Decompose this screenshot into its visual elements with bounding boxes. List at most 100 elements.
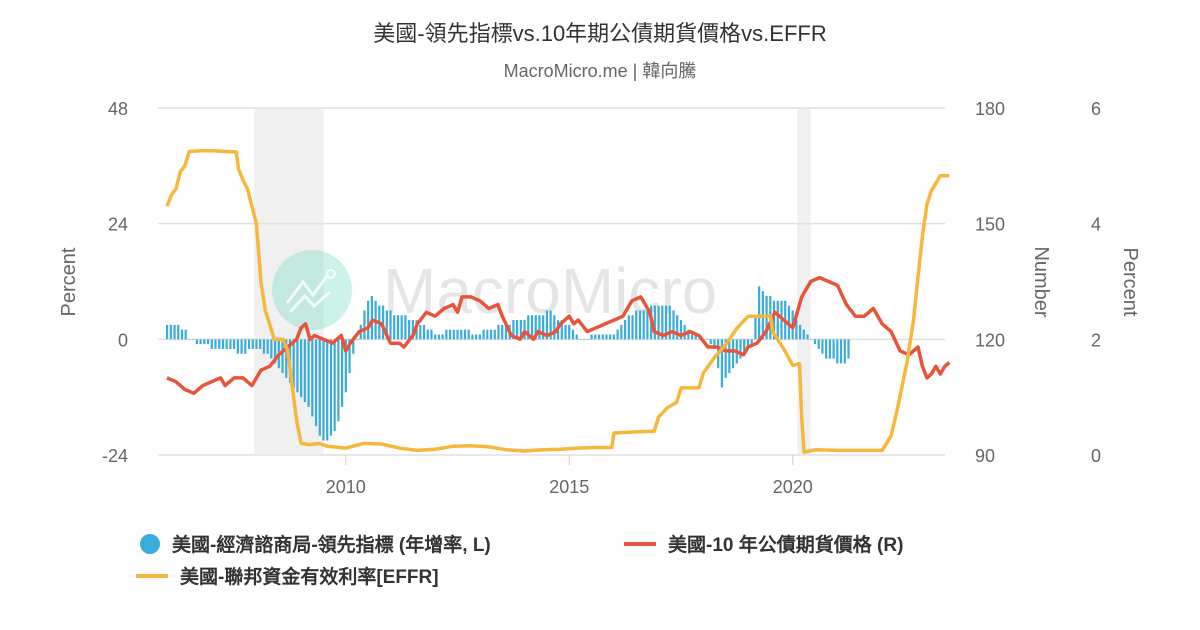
legend-item-leading-index[interactable]: 美國-經濟諮商局-領先指標 (年增率, L) [140, 530, 491, 557]
right-number-tick: 150 [975, 215, 1005, 235]
bar [262, 339, 266, 354]
bar [542, 315, 545, 340]
bar [192, 339, 195, 340]
legend-item-effr[interactable]: 美國-聯邦資金有效利率[EFFR] [136, 562, 439, 589]
bar [512, 320, 515, 340]
right-axis-number-title: Number [1030, 246, 1052, 317]
bar [422, 324, 426, 340]
bar [389, 310, 392, 340]
bar [705, 339, 709, 340]
bar [229, 339, 232, 349]
bar [203, 339, 206, 345]
bar [363, 310, 366, 340]
bar [553, 315, 556, 340]
bar [694, 334, 697, 340]
bar [564, 324, 567, 340]
bar [471, 334, 474, 340]
bar [393, 315, 396, 340]
bar [527, 315, 530, 340]
bar [568, 324, 571, 340]
bar [497, 324, 500, 340]
legend-label: 美國-經濟諮商局-領先指標 (年增率, L) [172, 535, 491, 556]
watermark-logo-icon [272, 250, 352, 330]
left-tick: 48 [108, 99, 128, 119]
bar [411, 320, 414, 340]
bar [322, 339, 325, 441]
bar [504, 324, 508, 340]
bar [501, 324, 504, 340]
bar [795, 320, 798, 340]
bar [285, 339, 288, 378]
bar [341, 339, 344, 407]
bar [408, 320, 411, 340]
bar [709, 339, 712, 345]
bar [642, 310, 645, 340]
bar [590, 334, 593, 340]
bar [698, 339, 701, 340]
bar [270, 339, 273, 359]
bar [326, 339, 329, 441]
bar [493, 329, 496, 340]
bar [266, 339, 269, 354]
bar [609, 334, 612, 340]
left-tick: 24 [108, 215, 128, 235]
bar [367, 300, 370, 340]
chart-subtitle: MacroMicro.me | 韓向騰 [503, 61, 697, 81]
legend-item-bond-futures[interactable]: 美國-10 年公債期貨價格 (R) [624, 530, 903, 557]
bar [381, 305, 385, 340]
bar [456, 329, 459, 340]
bar [448, 329, 452, 340]
bar [233, 339, 236, 349]
bar [836, 339, 839, 364]
bar [653, 305, 656, 340]
bar [296, 339, 299, 393]
bar [519, 320, 522, 340]
bar [798, 324, 802, 340]
bar [244, 339, 247, 354]
bar [303, 339, 306, 402]
bar [195, 339, 198, 345]
bar [169, 324, 172, 340]
bar [292, 339, 295, 388]
bar [687, 329, 690, 340]
bar [549, 310, 552, 340]
bar [385, 310, 388, 340]
bar [281, 339, 284, 374]
bar [839, 339, 843, 364]
bar [616, 329, 619, 340]
legend-dot-icon [140, 533, 160, 554]
bar [486, 329, 489, 340]
bar [728, 339, 731, 374]
bar [623, 320, 627, 340]
right-number-tick: 180 [975, 99, 1005, 119]
bar [806, 334, 809, 340]
x-tick-label: 2010 [326, 477, 366, 497]
x-axis: 2010 2015 2020 [326, 455, 813, 497]
bar [218, 339, 221, 349]
bar [597, 334, 601, 340]
bar [661, 305, 664, 340]
bar [635, 310, 638, 340]
bar [657, 305, 660, 340]
bar [821, 339, 824, 354]
watermark-logo-mark [288, 290, 331, 314]
bar [516, 320, 519, 340]
right-number-tick: 120 [975, 330, 1005, 350]
bar [724, 339, 727, 378]
bar [452, 329, 455, 340]
bar [184, 329, 187, 340]
bar [478, 334, 481, 340]
bar [612, 334, 616, 340]
bar [679, 320, 683, 340]
bar [538, 315, 541, 340]
bar [750, 339, 753, 345]
bar [236, 339, 239, 354]
bar [482, 329, 485, 340]
left-tick: -24 [102, 446, 128, 466]
bar [664, 305, 668, 340]
left-axis-title: Percent [58, 247, 80, 316]
right-percent-tick: 2 [1091, 330, 1101, 350]
legend-label: 美國-10 年公債期貨價格 (R) [668, 535, 904, 556]
bar [467, 329, 470, 340]
bar [329, 339, 333, 436]
